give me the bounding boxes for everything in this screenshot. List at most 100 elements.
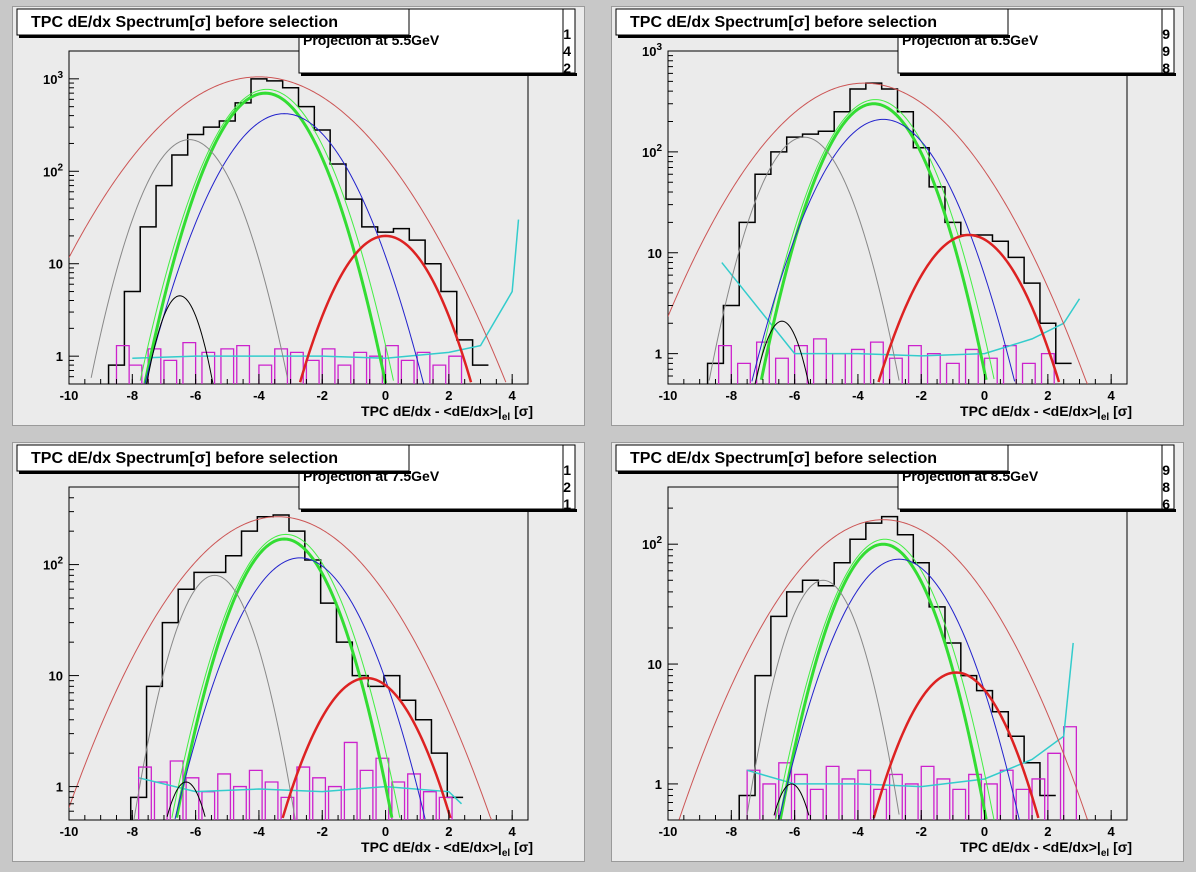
chart-title: TPC dE/dx Spectrum[σ] before selection xyxy=(630,450,937,467)
stats-value: 2 xyxy=(563,479,571,495)
fit-curve-red xyxy=(281,676,452,819)
x-tick-label: 0 xyxy=(981,388,988,403)
cyan-series xyxy=(132,219,520,359)
plot-frame xyxy=(667,486,1128,821)
fit-curve-black xyxy=(754,320,810,384)
x-tick-label: -4 xyxy=(253,388,265,403)
stats-value: 9 xyxy=(1162,43,1170,59)
y-tick-label: 1 xyxy=(56,780,63,795)
x-tick-label: -4 xyxy=(852,824,864,839)
title-box xyxy=(16,8,410,36)
stats-value: 4 xyxy=(563,43,571,59)
x-tick-label: -10 xyxy=(60,388,79,403)
y-tick-label: 10 xyxy=(648,246,662,261)
stats-value: 8 xyxy=(1162,60,1170,76)
stats-value: 1 xyxy=(563,26,571,42)
y-tick-label: 102 xyxy=(43,162,63,179)
x-tick-label: -8 xyxy=(127,824,139,839)
fit-curve-total xyxy=(69,516,493,820)
x-tick-label: 2 xyxy=(445,388,452,403)
x-axis-label: TPC dE/dx - <dE/dx>|el [σ] xyxy=(960,839,1132,859)
fit-curve-black xyxy=(146,295,214,384)
fit-curve-green xyxy=(175,537,394,818)
fit-curve-blue xyxy=(144,113,425,384)
title-box xyxy=(615,8,1009,36)
fit-curve-red xyxy=(298,234,473,383)
chart-title: TPC dE/dx Spectrum[σ] before selection xyxy=(31,14,338,31)
chart-title: TPC dE/dx Spectrum[σ] before selection xyxy=(31,450,338,467)
data-histogram xyxy=(107,78,489,384)
fit-curve-green-thin xyxy=(171,533,401,818)
x-tick-label: 4 xyxy=(1108,388,1116,403)
stats-value: 9 xyxy=(1162,462,1170,478)
stats-box-shadow xyxy=(301,509,577,512)
x-tick-label: -10 xyxy=(659,388,678,403)
x-tick-label: -6 xyxy=(789,388,801,403)
cyan-series xyxy=(721,262,1081,357)
y-tick-label: 10 xyxy=(49,257,63,272)
stats-value: 8 xyxy=(1162,479,1170,495)
stats-value: 6 xyxy=(1162,496,1170,512)
x-tick-label: -6 xyxy=(190,824,202,839)
x-tick-label: -6 xyxy=(789,824,801,839)
plot-pad-3: -10 -8 -6 -4 -2 0 2 4 1 10 102 1 2 1 Projection at 7.5… xyxy=(12,442,585,862)
title-box-shadow xyxy=(618,35,1010,38)
fit-curve-gray xyxy=(90,139,288,378)
stats-value: 1 xyxy=(563,496,571,512)
fit-curve-green xyxy=(143,91,388,384)
x-tick-label: 2 xyxy=(1044,824,1051,839)
title-box-shadow xyxy=(19,471,411,474)
y-tick-label: 103 xyxy=(642,42,662,59)
fit-curve-green-thin xyxy=(775,538,995,820)
x-tick-label: 4 xyxy=(509,388,517,403)
fit-curve-blue xyxy=(778,558,1020,820)
fit-curve-green-thin xyxy=(139,88,394,381)
fit-curve-gray xyxy=(746,579,900,815)
stats-value: 2 xyxy=(563,60,571,76)
plot-area xyxy=(69,514,493,820)
fit-curve-black xyxy=(773,783,810,816)
fit-curve-total xyxy=(668,82,1088,384)
fit-curve-total xyxy=(678,519,1088,820)
plot-area xyxy=(69,76,520,384)
fit-curve-gray xyxy=(708,136,900,381)
stats-box-shadow xyxy=(900,73,1176,76)
plot-pad-4: -10 -8 -6 -4 -2 0 2 4 1 10 102 9 8 6 Projection at 8.5… xyxy=(611,442,1184,862)
plot-area xyxy=(668,82,1088,384)
x-axis-label: TPC dE/dx - <dE/dx>|el [σ] xyxy=(361,403,533,423)
fit-curve-blue xyxy=(174,557,426,820)
fit-curve-green-thin xyxy=(756,99,995,380)
y-tick-label: 102 xyxy=(642,143,662,160)
y-tick-label: 1 xyxy=(655,347,662,362)
stats-value: 9 xyxy=(1162,26,1170,42)
x-axis-label: TPC dE/dx - <dE/dx>|el [σ] xyxy=(361,839,533,859)
y-tick-label: 1 xyxy=(655,777,662,792)
x-tick-label: 2 xyxy=(445,824,452,839)
title-box-shadow xyxy=(618,471,1010,474)
x-tick-label: -8 xyxy=(127,388,139,403)
x-tick-label: 0 xyxy=(382,824,389,839)
x-tick-label: 0 xyxy=(981,824,988,839)
title-box xyxy=(16,444,410,472)
stats-box-shadow xyxy=(301,73,577,76)
title-box-shadow xyxy=(19,35,411,38)
x-tick-label: 4 xyxy=(509,824,517,839)
x-tick-label: 2 xyxy=(1044,388,1051,403)
fit-curve-red xyxy=(872,671,1040,819)
x-tick-label: 4 xyxy=(1108,824,1116,839)
x-tick-label: -2 xyxy=(915,388,927,403)
x-tick-label: -2 xyxy=(915,824,927,839)
fit-curve-black xyxy=(166,781,206,817)
x-axis-label: TPC dE/dx - <dE/dx>|el [σ] xyxy=(960,403,1132,423)
x-tick-label: -6 xyxy=(190,388,202,403)
x-tick-label: -10 xyxy=(60,824,79,839)
y-tick-label: 102 xyxy=(642,535,662,552)
x-tick-label: -4 xyxy=(253,824,265,839)
x-tick-label: 0 xyxy=(382,388,389,403)
data-histogram xyxy=(129,514,464,820)
stats-box-shadow xyxy=(900,509,1176,512)
stats-value: 1 xyxy=(563,462,571,478)
